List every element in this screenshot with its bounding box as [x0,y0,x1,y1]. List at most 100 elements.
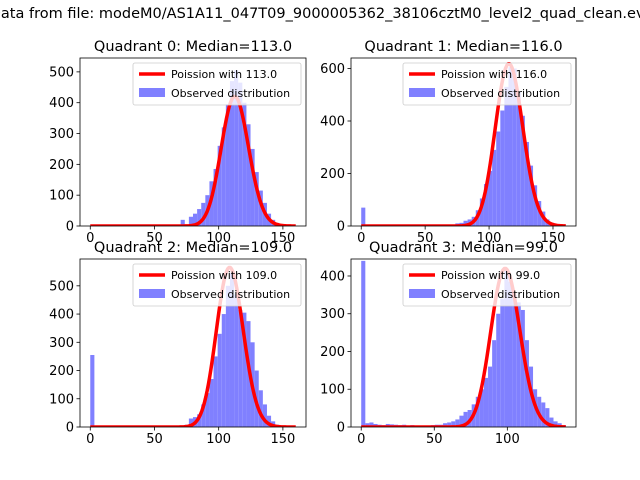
histogram-bar [541,402,546,427]
subplot-0: 0 50 100 150 0 100 200 300 400 500 Poission with 1… [49,39,307,246]
y-tick-label: 200 [49,364,74,379]
plot-area [360,260,567,427]
y-tick-label: 200 [49,158,74,173]
histogram-bar [463,220,468,226]
histogram-bar [492,149,497,226]
y-tick-label: 200 [320,345,345,360]
histogram-bar [508,67,513,226]
histogram-bar [516,92,521,226]
histogram-bar [545,408,550,427]
subplot-2: 0 50 100 150 0 100 200 300 400 500 Poission with 1… [49,240,307,447]
histogram-bar [258,390,263,427]
histogram-bar [443,423,448,427]
histogram-bar [463,411,468,427]
legend-label-hist: Observed distribution [171,87,290,100]
y-tick-label: 600 [320,62,345,77]
y-tick-label: 0 [66,220,74,235]
histogram-bar [553,421,558,427]
histogram-bar [369,422,374,427]
subplot-title: Quadrant 3: Median=99.0 [369,240,558,256]
x-tick-label: 150 [541,231,566,246]
histogram-bar [246,124,251,226]
legend-patch-swatch [409,289,435,298]
histogram-bar [205,393,210,427]
histogram-bar [537,201,542,226]
y-tick-label: 400 [49,308,74,323]
subplot-3: 0 50 100 0 100 200 300 400 Poission with 99.0 Obs… [320,240,577,447]
histogram-bar [225,285,230,427]
histogram-bar [500,110,505,226]
x-tick-label: 50 [426,432,443,447]
histogram-bar [516,302,521,427]
legend-box [402,263,572,307]
histogram-bar [504,86,509,226]
histogram-bar [528,165,534,226]
histogram-bar [90,355,95,427]
subplot-title: Quadrant 2: Median=109.0 [94,240,292,256]
histogram-bar [365,423,370,427]
histogram-bar [254,172,259,226]
histogram-bar [504,268,509,427]
y-tick-label: 0 [337,421,345,436]
histogram-bar [361,207,366,226]
histogram-bar [217,333,222,427]
histogram-bar [238,309,243,427]
x-tick-label: 50 [146,432,163,447]
histogram-bar [188,418,193,427]
y-tick-label: 100 [320,383,345,398]
histogram-bar [483,184,489,226]
histogram-bar [213,356,218,427]
x-tick-label: 0 [86,231,94,246]
histogram-bar [455,419,460,427]
axes-frame [79,258,307,428]
legend-label-poisson: Poission with 109.0 [171,269,277,282]
legend-label-poisson: Poission with 99.0 [441,269,540,282]
y-tick-label: 300 [320,307,345,322]
histogram-bar [234,294,239,427]
histogram-bar [447,422,452,427]
histogram-bar [193,213,198,226]
y-tick-label: 500 [49,279,74,294]
histogram-bar [266,415,272,427]
histogram-bar [221,127,226,226]
histogram-bar [508,281,513,427]
histogram-bar [201,404,206,427]
legend: Poission with 109.0 Observed distribution [132,263,302,307]
histogram-bar [225,104,230,226]
histogram-bar [451,421,456,427]
y-tick-label: 400 [320,115,345,130]
legend-box [132,263,302,307]
histogram-bar [500,298,505,427]
histogram-bar [209,379,214,427]
histogram-bar [180,219,185,226]
x-tick-label: 150 [270,231,295,246]
x-tick-label: 0 [357,432,365,447]
legend-patch-swatch [139,289,165,298]
histogram-bar [520,309,525,427]
legend-label-poisson: Poission with 116.0 [441,68,547,81]
histogram-bar [533,185,538,226]
x-tick-label: 100 [477,231,502,246]
histogram-bar [479,389,484,427]
histogram-bar [483,377,489,427]
subplot-title: Quadrant 0: Median=113.0 [94,39,292,55]
x-tick-label: 50 [146,231,163,246]
histogram-bar [549,417,554,427]
histogram-bar [488,170,493,226]
histogram-bar [201,202,206,226]
x-tick-label: 150 [270,432,295,447]
poisson-curve [89,265,297,427]
histogram-bar [475,396,480,427]
histogram-bar [197,414,202,427]
histogram-bar [262,404,267,427]
legend-box [402,62,572,106]
histogram-bar [479,198,484,226]
y-tick-label: 400 [320,269,345,284]
histogram-bar [250,148,255,226]
y-tick-label: 0 [66,421,74,436]
histogram-bar [258,190,263,226]
x-tick-label: 100 [206,432,231,447]
histogram-bar [242,102,247,226]
legend: Poission with 113.0 Observed distribution [132,62,302,106]
axes-frame [350,258,577,428]
